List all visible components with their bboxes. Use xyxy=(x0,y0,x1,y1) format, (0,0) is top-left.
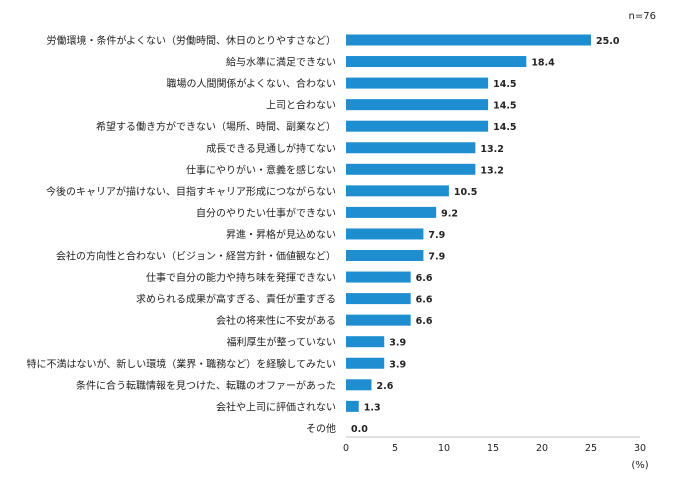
bar xyxy=(346,336,385,348)
category-label: 仕事にやりがい・意義を感じない xyxy=(186,163,336,176)
value-label: 13.2 xyxy=(480,144,503,155)
value-labels-layer: 25.018.414.514.514.513.213.210.59.27.97.… xyxy=(351,36,620,435)
sample-size-note: n=76 xyxy=(629,11,656,22)
x-tick-label: 25 xyxy=(585,443,597,454)
category-labels-layer: 労働環境・条件がよくない（労働時間、休日のとりやすさなど） 給与水準に満足できない… xyxy=(27,34,337,435)
bar xyxy=(346,77,489,89)
x-tick-label: 20 xyxy=(536,443,548,454)
bar xyxy=(346,120,489,132)
x-tick-labels-layer: 0 5 10 15 20 25 30 xyxy=(343,443,646,454)
bar xyxy=(346,293,411,305)
category-label: 労働環境・条件がよくない（労働時間、休日のとりやすさなど） xyxy=(47,34,337,47)
bar xyxy=(346,163,476,175)
category-label: その他 xyxy=(306,422,336,435)
category-label: 会社の方向性と合わない（ビジョン・経営方針・価値観など） xyxy=(56,250,336,263)
bar xyxy=(346,206,437,218)
x-tick-label: 10 xyxy=(438,443,450,454)
value-label: 2.6 xyxy=(376,381,393,392)
value-label: 14.5 xyxy=(493,79,516,90)
value-label: 18.4 xyxy=(531,58,555,69)
value-label: 13.2 xyxy=(480,165,503,176)
x-tick-label: 5 xyxy=(392,443,398,454)
category-label: 会社や上司に評価されない xyxy=(216,400,336,413)
value-label: 14.5 xyxy=(493,122,516,133)
value-label: 6.6 xyxy=(416,316,433,327)
category-label: 自分のやりたい仕事ができない xyxy=(196,206,336,219)
category-label: 条件に合う転職情報を見つけた、転職のオファーがあった xyxy=(76,379,336,392)
category-label: 会社の将来性に不安がある xyxy=(216,314,336,327)
bar xyxy=(346,228,424,240)
category-label: 希望する働き方ができない（場所、時間、副業など） xyxy=(96,120,336,133)
category-label: 求められる成果が高すぎる、責任が重すぎる xyxy=(136,293,336,306)
value-label: 6.6 xyxy=(416,295,433,306)
value-label: 0.0 xyxy=(351,424,368,435)
category-label: 成長できる見通しが持てない xyxy=(206,142,336,155)
value-label: 7.9 xyxy=(428,252,445,263)
category-label: 特に不満はないが、新しい環境（業界・職務など）を経験してみたい xyxy=(27,357,337,370)
x-tick-label: 0 xyxy=(343,443,349,454)
bar xyxy=(346,250,424,261)
value-label: 10.5 xyxy=(454,187,477,198)
bar xyxy=(346,99,489,111)
category-label: 仕事で自分の能力や持ち味を発揮できない xyxy=(146,271,336,284)
value-label: 25.0 xyxy=(596,36,620,47)
category-label: 職場の人間関係がよくない、合わない xyxy=(167,77,337,90)
category-label: 上司と合わない xyxy=(266,99,336,112)
category-label: 昇進・昇格が見込めない xyxy=(226,228,336,241)
value-label: 6.6 xyxy=(416,273,433,284)
bar xyxy=(346,357,385,369)
category-label: 福利厚生が整っていない xyxy=(227,336,337,349)
bar xyxy=(346,314,411,326)
value-label: 7.9 xyxy=(428,230,445,241)
bar xyxy=(346,56,527,68)
category-label: 今後のキャリアが描けない、目指すキャリア形成につながらない xyxy=(46,185,336,198)
bar xyxy=(346,379,372,391)
value-label: 3.9 xyxy=(389,338,406,349)
bar xyxy=(346,400,359,412)
value-label: 1.3 xyxy=(364,402,381,413)
bar xyxy=(346,34,591,46)
bar xyxy=(346,185,449,197)
axis-unit-label: (%) xyxy=(631,460,648,471)
x-tick-label: 15 xyxy=(487,443,499,454)
value-label: 3.9 xyxy=(389,359,406,370)
bars-layer xyxy=(346,34,591,412)
category-label: 給与水準に満足できない xyxy=(226,56,336,69)
value-label: 9.2 xyxy=(441,208,458,219)
bar xyxy=(346,271,411,283)
x-tick-label: 30 xyxy=(634,443,646,454)
value-label: 14.5 xyxy=(493,101,516,112)
bar xyxy=(346,142,476,154)
